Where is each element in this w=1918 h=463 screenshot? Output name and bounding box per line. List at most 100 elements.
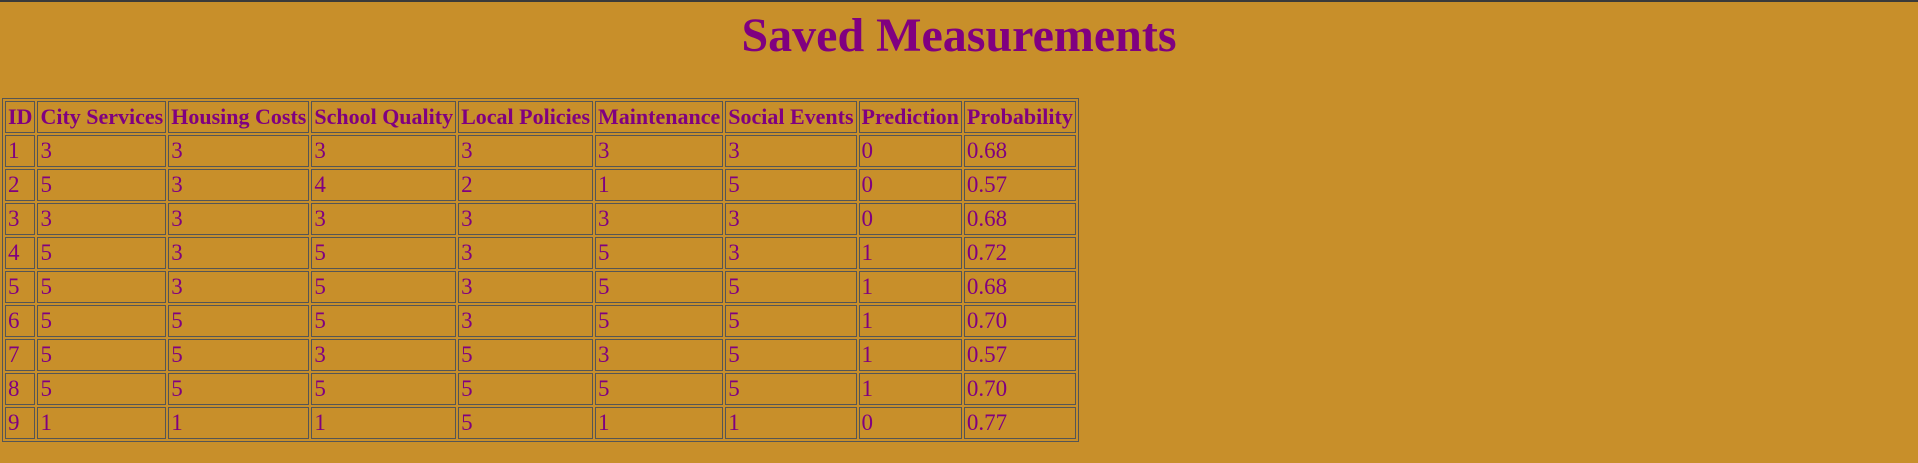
table-cell: 3	[458, 271, 594, 303]
table-cell: 5	[725, 271, 857, 303]
table-cell: 3	[311, 339, 457, 371]
table-cell: 3	[168, 237, 310, 269]
table-cell: 1	[858, 373, 962, 405]
table-cell: 3	[168, 135, 310, 167]
table-cell: 1	[858, 237, 962, 269]
table-cell: 5	[311, 305, 457, 337]
table-row: 9 1 1 1 5 1 1 0 0.77	[5, 407, 1076, 439]
table-row: 8 5 5 5 5 5 5 1 0.70	[5, 373, 1076, 405]
column-header-housing-costs: Housing Costs	[168, 101, 310, 133]
table-cell: 1	[858, 339, 962, 371]
table-cell: 5	[37, 305, 167, 337]
table-cell: 0.57	[963, 339, 1076, 371]
table-cell: 3	[5, 203, 36, 235]
table-cell: 9	[5, 407, 36, 439]
table-cell: 0	[858, 407, 962, 439]
table-cell: 3	[595, 135, 724, 167]
table-cell: 5	[37, 339, 167, 371]
table-cell: 3	[725, 135, 857, 167]
table-cell: 3	[168, 271, 310, 303]
table-cell: 5	[725, 305, 857, 337]
table-cell: 5	[37, 271, 167, 303]
column-header-city-services: City Services	[37, 101, 167, 133]
table-cell: 8	[5, 373, 36, 405]
table-cell: 1	[595, 407, 724, 439]
column-header-probability: Probability	[963, 101, 1076, 133]
table-cell: 4	[311, 169, 457, 201]
table-cell: 3	[37, 203, 167, 235]
table-cell: 5	[595, 373, 724, 405]
table-cell: 5	[458, 407, 594, 439]
column-header-school-quality: School Quality	[311, 101, 457, 133]
table-cell: 0	[858, 135, 962, 167]
table-cell: 5	[168, 373, 310, 405]
table-cell: 5	[458, 373, 594, 405]
table-cell: 5	[725, 169, 857, 201]
table-cell: 5	[168, 305, 310, 337]
column-header-social-events: Social Events	[725, 101, 857, 133]
table-cell: 3	[458, 305, 594, 337]
table-cell: 3	[458, 237, 594, 269]
table-cell: 0.57	[963, 169, 1076, 201]
table-cell: 1	[858, 305, 962, 337]
table-cell: 5	[311, 237, 457, 269]
table-cell: 5	[725, 373, 857, 405]
table-cell: 7	[5, 339, 36, 371]
table-cell: 6	[5, 305, 36, 337]
table-cell: 1	[858, 271, 962, 303]
table-cell: 5	[595, 271, 724, 303]
table-cell: 1	[5, 135, 36, 167]
table-cell: 3	[168, 169, 310, 201]
table-cell: 0.68	[963, 135, 1076, 167]
table-row: 2 5 3 4 2 1 5 0 0.57	[5, 169, 1076, 201]
table-cell: 5	[595, 237, 724, 269]
table-cell: 0.70	[963, 373, 1076, 405]
table-cell: 3	[725, 237, 857, 269]
table-cell: 0	[858, 169, 962, 201]
table-cell: 5	[458, 339, 594, 371]
table-cell: 3	[458, 203, 594, 235]
table-header-row: ID City Services Housing Costs School Qu…	[5, 101, 1076, 133]
table-row: 7 5 5 3 5 3 5 1 0.57	[5, 339, 1076, 371]
table-cell: 3	[595, 203, 724, 235]
measurements-table: ID City Services Housing Costs School Qu…	[2, 98, 1079, 442]
column-header-id: ID	[5, 101, 36, 133]
table-cell: 0.72	[963, 237, 1076, 269]
table-cell: 5	[311, 271, 457, 303]
table-row: 5 5 3 5 3 5 5 1 0.68	[5, 271, 1076, 303]
table-cell: 5	[5, 271, 36, 303]
table-cell: 5	[725, 339, 857, 371]
column-header-local-policies: Local Policies	[458, 101, 594, 133]
table-cell: 0.70	[963, 305, 1076, 337]
table-cell: 2	[5, 169, 36, 201]
table-row: 6 5 5 5 3 5 5 1 0.70	[5, 305, 1076, 337]
table-cell: 1	[311, 407, 457, 439]
table-cell: 3	[37, 135, 167, 167]
column-header-prediction: Prediction	[858, 101, 962, 133]
table-cell: 1	[595, 169, 724, 201]
table-cell: 1	[168, 407, 310, 439]
table-row: 4 5 3 5 3 5 3 1 0.72	[5, 237, 1076, 269]
table-cell: 3	[725, 203, 857, 235]
table-cell: 5	[311, 373, 457, 405]
table-cell: 3	[168, 203, 310, 235]
table-cell: 3	[458, 135, 594, 167]
table-cell: 5	[37, 169, 167, 201]
table-cell: 0.68	[963, 271, 1076, 303]
table-cell: 0.68	[963, 203, 1076, 235]
table-cell: 1	[37, 407, 167, 439]
table-cell: 3	[311, 135, 457, 167]
table-cell: 2	[458, 169, 594, 201]
table-cell: 1	[725, 407, 857, 439]
table-row: 1 3 3 3 3 3 3 0 0.68	[5, 135, 1076, 167]
table-cell: 5	[168, 339, 310, 371]
table-row: 3 3 3 3 3 3 3 0 0.68	[5, 203, 1076, 235]
table-cell: 3	[595, 339, 724, 371]
table-cell: 3	[311, 203, 457, 235]
table-cell: 4	[5, 237, 36, 269]
table-cell: 0.77	[963, 407, 1076, 439]
column-header-maintenance: Maintenance	[595, 101, 724, 133]
table-cell: 5	[37, 237, 167, 269]
table-cell: 5	[37, 373, 167, 405]
table-cell: 5	[595, 305, 724, 337]
